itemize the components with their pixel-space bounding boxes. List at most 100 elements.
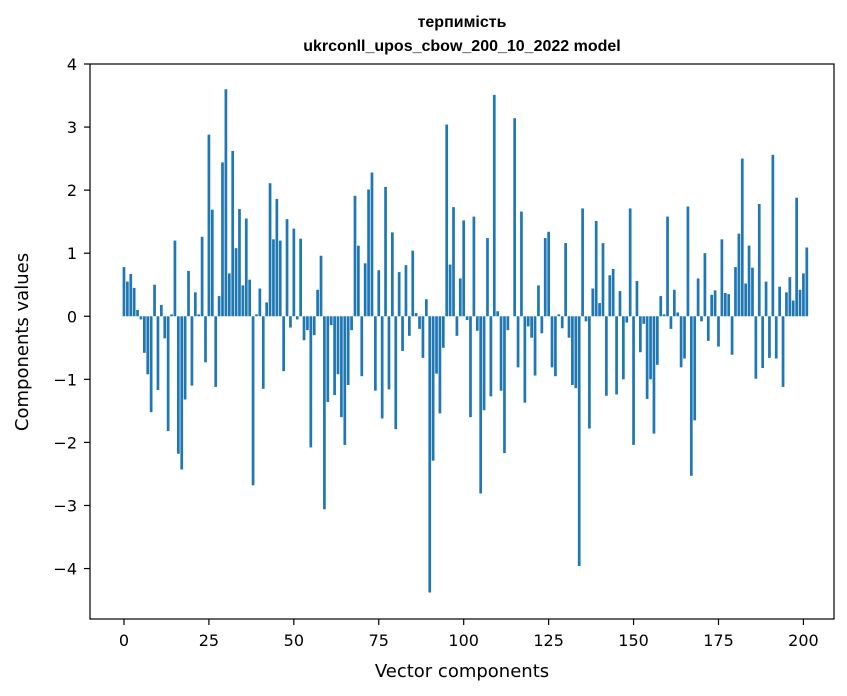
bar	[397, 272, 401, 317]
bar	[183, 316, 187, 400]
bar	[577, 316, 581, 567]
bar	[414, 313, 418, 317]
bar	[431, 316, 435, 461]
bar	[193, 292, 197, 317]
bar	[159, 304, 163, 317]
x-axis: 0 25 50 75 100 125 150 175 200	[119, 619, 819, 650]
bar	[499, 316, 503, 391]
bar	[520, 211, 523, 317]
bar	[639, 316, 642, 353]
bar	[611, 268, 615, 317]
bar	[523, 316, 527, 403]
bar	[689, 316, 693, 476]
bar	[244, 218, 248, 317]
bar	[370, 172, 374, 317]
bar	[350, 316, 353, 331]
bar	[278, 240, 282, 317]
bar	[778, 286, 781, 317]
bar	[292, 228, 296, 317]
bar	[571, 316, 574, 386]
bar	[295, 316, 299, 320]
bar	[289, 316, 292, 328]
bar	[706, 316, 710, 341]
bar	[608, 275, 612, 317]
bar	[224, 89, 228, 317]
bar	[255, 314, 258, 317]
bar	[727, 294, 731, 317]
bar	[757, 204, 761, 317]
bar	[248, 279, 252, 317]
bar	[645, 316, 649, 399]
bar	[774, 316, 778, 359]
bar	[418, 316, 421, 329]
x-tick-label: 100	[448, 631, 479, 650]
bar	[649, 316, 652, 380]
bar	[676, 312, 680, 317]
y-tick-label: 2	[67, 181, 77, 200]
bar	[360, 316, 364, 377]
bar	[622, 316, 625, 380]
bar	[153, 284, 156, 317]
bar	[441, 316, 445, 348]
bar	[272, 239, 275, 317]
bar	[574, 316, 578, 389]
bar	[438, 316, 442, 414]
bar	[139, 316, 143, 320]
bar	[173, 240, 177, 317]
bar	[479, 316, 483, 494]
bar	[411, 250, 415, 317]
bar	[489, 316, 493, 397]
bar	[214, 316, 218, 387]
bar	[669, 316, 673, 329]
chart-subtitle: ukrconll_upos_cbow_200_10_2022 model	[303, 38, 620, 55]
bar	[156, 316, 160, 391]
bar	[550, 316, 554, 368]
bar	[540, 316, 544, 334]
bar	[503, 316, 506, 454]
bar	[357, 245, 360, 317]
bar	[496, 311, 500, 317]
bar	[343, 316, 347, 445]
y-tick-label: −3	[53, 496, 77, 515]
bar	[163, 316, 167, 339]
bar	[791, 300, 795, 317]
bar	[166, 316, 170, 432]
bar	[723, 292, 727, 317]
bar	[323, 316, 326, 510]
bar	[802, 273, 805, 317]
bar	[251, 316, 255, 486]
bar	[734, 267, 737, 317]
bar	[268, 183, 272, 317]
bar	[482, 316, 486, 411]
bar	[285, 219, 289, 317]
bar	[683, 316, 686, 359]
x-tick-label: 175	[703, 631, 734, 650]
bar	[377, 270, 381, 317]
bar	[693, 316, 697, 421]
bar	[625, 316, 629, 323]
bar	[781, 316, 785, 387]
bar	[282, 316, 285, 372]
bar	[805, 247, 809, 317]
bar	[319, 255, 323, 317]
bar	[421, 316, 425, 358]
bar	[384, 186, 387, 317]
bar	[326, 316, 330, 403]
x-tick-label: 150	[618, 631, 649, 650]
bar	[652, 316, 656, 434]
bar	[642, 316, 646, 324]
bar	[391, 232, 394, 317]
bar	[333, 316, 336, 396]
bar	[210, 209, 214, 317]
bar	[346, 316, 350, 386]
bar	[581, 208, 584, 317]
bar	[221, 162, 224, 317]
bar	[771, 154, 775, 317]
bar	[717, 316, 720, 347]
bar	[628, 208, 632, 317]
bar	[513, 118, 517, 317]
bar	[761, 316, 765, 368]
bar	[363, 263, 367, 317]
bar	[306, 316, 309, 331]
y-tick-label: −2	[53, 433, 77, 452]
